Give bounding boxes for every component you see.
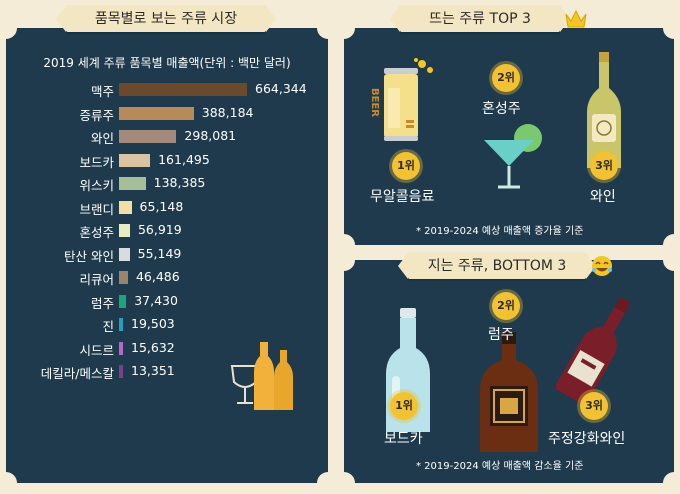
value-label: 298,081 [184,128,237,143]
panel-notch [333,472,355,494]
category-label: 보드카 [79,154,114,170]
red-wine-bottle-icon [556,296,631,406]
bottom-rank-3-badge: 3위 [580,392,608,420]
panel-notch [0,472,17,494]
category-label: 브랜디 [79,201,114,217]
bar [119,271,128,284]
bottom-rank-2-badge: 2위 [492,292,520,320]
panel-notch [333,17,355,39]
category-label: 위스키 [79,178,114,193]
top-rank-2-badge: 2위 [492,64,520,92]
top-rank-1-label: 무알콜음료 [370,189,435,205]
top3-footnote: * 2019-2024 예상 매출액 증가율 기준 [416,226,584,237]
bottom3-ribbon-title: 지는 주류, BOTTOM 3 [398,253,596,279]
value-label: 65,148 [139,198,184,214]
value-label: 13,351 [131,363,175,378]
category-label: 와인 [90,131,114,146]
rum-bottle-icon [480,332,538,452]
panel-notch [663,472,680,494]
value-label: 15,632 [131,339,175,355]
bottom-rank-2-label: 럼주 [488,327,514,343]
value-label: 388,184 [201,104,254,120]
category-label: 리큐어 [79,272,114,287]
value-label: 161,495 [158,151,210,167]
cocktail-icon [484,124,542,189]
panel-notch [663,249,680,271]
bar [119,200,132,214]
chart-title: 2019 세계 주류 품목별 매출액(단위 : 백만 달러) [43,56,291,70]
bottom-rank-1-badge: 1위 [390,392,418,420]
bar [119,177,146,190]
category-label: 진 [102,319,114,334]
bar [119,294,127,308]
bar [119,153,151,167]
top-rank-2-label: 혼성주 [482,101,521,117]
beer-can-label: BEER [369,88,380,117]
category-label: 럼주 [90,295,114,311]
bottom-rank-1-label: 보드카 [384,431,423,447]
laughing-face-icon [592,256,612,276]
bar [119,83,247,96]
beer-can-icon [384,58,433,141]
category-label: 데킬라/메스칼 [40,366,114,381]
bar [119,224,130,237]
value-label: 19,503 [131,316,175,331]
bar [119,247,130,261]
category-label: 탄산 와인 [64,248,114,264]
value-label: 56,919 [137,222,182,237]
value-label: 46,486 [135,269,180,284]
bar [119,365,123,378]
category-label: 증류주 [79,107,114,123]
value-label: 138,385 [153,175,206,190]
category-label: 시드르 [79,342,114,358]
category-label: 혼성주 [79,225,114,240]
value-label: 664,344 [255,81,307,96]
market-ribbon-title: 품목별로 보는 주류 시장 [56,6,276,32]
value-label: 55,149 [137,245,182,261]
bottom-rank-3-label: 주정강화와인 [548,431,626,447]
crown-icon [565,9,587,28]
top-rank-3-label: 와인 [590,189,616,205]
top-rank-3-badge: 3위 [590,152,618,180]
glass-bottles-icon [230,342,293,410]
bar [119,318,123,331]
bar [119,341,123,355]
category-label: 맥주 [90,84,114,99]
panel-notch [0,17,17,39]
wine-bottle-icon [587,52,621,168]
bottom3-footnote: * 2019-2024 예상 매출액 감소율 기준 [416,461,584,472]
panel-notch [333,249,355,271]
bar [119,106,194,120]
panel-notch [663,17,680,39]
top-rank-1-badge: 1위 [392,152,420,180]
bar [119,130,177,143]
value-label: 37,430 [134,292,178,308]
top3-ribbon-title: 뜨는 주류 TOP 3 [390,6,570,32]
